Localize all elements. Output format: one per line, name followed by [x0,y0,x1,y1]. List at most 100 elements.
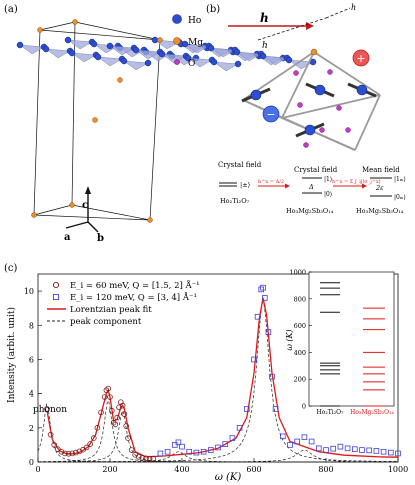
kagome-triangle [45,48,71,59]
ho-atom [250,89,262,101]
mg-atom [31,212,37,218]
legend-marker-square [52,293,60,301]
cell-edge [74,21,161,41]
inset-y-tick-label: 1000 [289,269,306,277]
main-y-axis-label: Intensity (arbit. unit) [6,307,17,403]
state-zero-m: |0ₘ⟩ [394,194,406,201]
x-tick-label: 200 [102,465,117,474]
data-point-square [308,438,315,445]
data-point-circle [123,423,129,429]
main-chart: 0 200 400 600 800 1000 0 2 4 6 8 10 [24,273,408,474]
x-tick-label: 1000 [388,465,408,474]
data-point-square [207,447,214,453]
peak-component-curve [38,399,398,463]
data-point-circle [128,447,135,453]
data-point-circle [114,414,120,421]
degenerate-state: |±⟩ [240,181,250,189]
x-tick-label: 800 [318,465,333,474]
data-point-circle [119,402,126,409]
data-point-square [215,444,221,451]
inset-y-tick-label: 200 [294,376,306,384]
kagome-triangle [213,61,239,72]
data-point-square [269,373,275,380]
data-point-square [351,446,358,452]
h-vector-label: h [260,11,269,25]
gap-delta: Δ [308,183,314,191]
crystal-structure-image [16,19,317,233]
kagome-triangle [97,56,123,67]
data-point-circle [51,442,57,448]
inset-y-tick-label: 400 [294,349,306,357]
compound-ho3mg2sb3o14-cf: Ho₃Mg₂Sb₃O₁₄ [286,207,334,215]
compound-ho3mg2sb3o14-mf: Ho₃Mg₂Sb₃O₁₄ [356,207,404,215]
ho-atom [42,45,50,53]
data-point-square [229,435,236,441]
a-axis-arrow [65,221,89,229]
data-point-circle [118,399,124,405]
data-point-square [373,448,380,454]
mg-atom [117,77,123,83]
mg-atom [37,27,43,33]
kagome-triangle [210,47,236,58]
ho-atom [184,54,192,62]
panel-b-label: (b) [206,4,220,15]
tetrahedron-edge [354,94,381,151]
kagome-triangle [187,57,213,68]
data-point-square [287,442,293,448]
ho-atom [210,58,218,66]
y-tick-label: 2 [29,424,34,433]
transition-label-2: h^x = Σ J_ij⟨σ_j^x⟩ [332,178,381,185]
inset-y-tick-label: 800 [294,295,306,303]
data-point-circle [58,448,65,455]
h-z-label: h [351,3,356,12]
data-point-circle [146,455,153,462]
h-vector-head [306,22,314,30]
ho-atom [120,57,128,65]
y-tick-label: 4 [29,390,34,399]
h-z-arrow [325,7,351,19]
data-point-square [193,449,200,456]
ho-atom [90,40,98,48]
legend-series-2: E_i = 120 meV, Q = [3, 4] Å⁻¹ [70,291,197,303]
cell-edge [33,214,151,221]
c-axis-head [85,186,91,194]
h-perp-label: h [262,41,268,51]
kagome-triangle [123,60,149,71]
data-point-square [337,443,344,450]
ho-atom [151,36,159,44]
cell-edge [33,29,41,216]
kagome-triangle [67,39,93,50]
mg-atom [147,217,153,223]
data-point-circle [109,407,115,414]
c-axis-label: c [82,200,88,211]
inset-frame [308,271,395,407]
ho-atom [259,52,267,60]
data-point-square [395,450,401,457]
crystal-field-title-1: Crystal field [218,161,262,169]
data-point-circle [69,450,75,457]
kagome-triangle [71,52,97,63]
data-point-square [186,448,193,455]
peak-component-curve [38,300,398,463]
tetrahedron-edge [313,51,381,96]
legend-marker-circle [52,281,60,289]
o-atom [327,69,333,75]
data-point-circle [76,448,83,455]
data-point-circle [44,406,50,412]
b-axis-label: b [97,233,104,244]
o-legend-icon [174,59,180,65]
ho-atom [304,124,316,136]
data-point-square [330,445,336,452]
mg-atom [157,37,163,43]
ho-atom [356,84,368,96]
ho-atom [64,36,72,44]
data-point-square [222,441,229,447]
tetrahedron-edge [242,99,356,151]
legend-series-3: Lorentzian peak fit [70,305,152,315]
data-point-circle [83,444,90,451]
data-point-circle [139,454,146,461]
ho-atom [16,41,24,49]
data-point-square [157,450,164,457]
main-legend: E_i = 60 meV, Q = [1.5, 2] Å⁻¹ E_i = 120… [47,279,200,327]
kagome-triangle [135,49,161,60]
